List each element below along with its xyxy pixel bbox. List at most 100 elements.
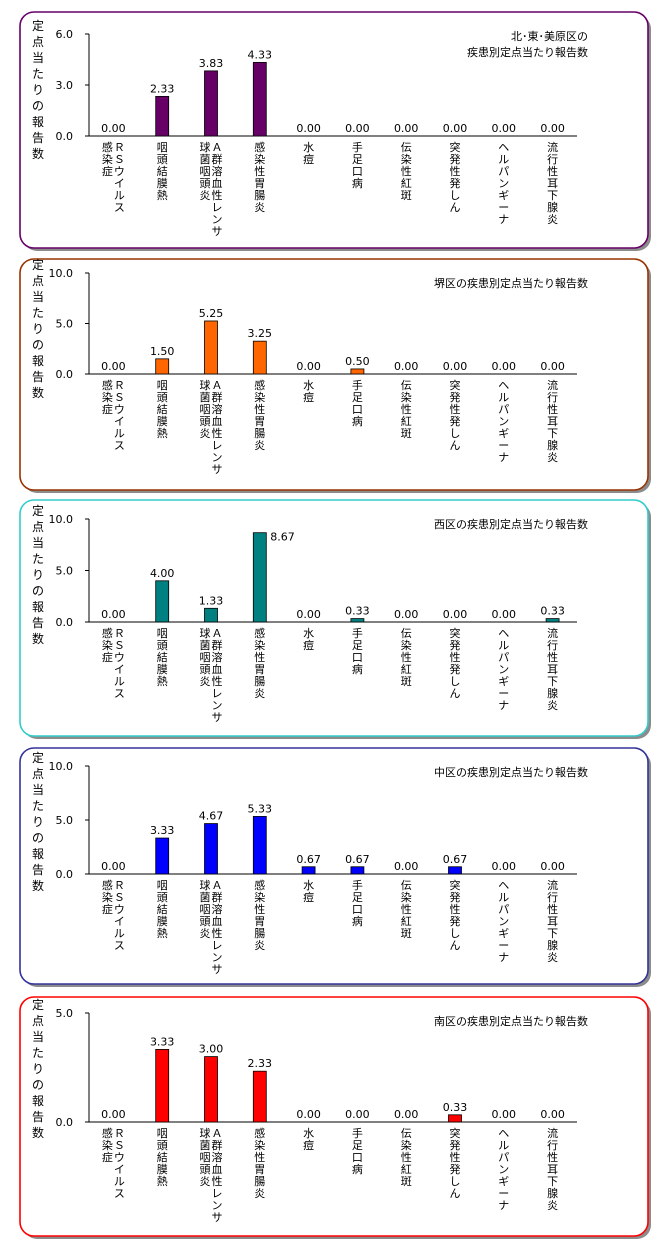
value-label: 0.00 bbox=[443, 360, 468, 373]
category-label: 咽頭結膜熱 bbox=[157, 879, 168, 940]
y-tick-label: 10.0 bbox=[49, 760, 74, 773]
value-label: 1.33 bbox=[199, 594, 224, 607]
category-label: 球菌咽頭炎 bbox=[200, 1126, 211, 1188]
category-label: Ａ群溶血性レンサ bbox=[212, 627, 223, 724]
y-tick-label: 0.0 bbox=[56, 1116, 74, 1129]
bar bbox=[204, 607, 218, 623]
bar bbox=[252, 1070, 267, 1123]
value-label: 0.00 bbox=[492, 1108, 517, 1121]
value-label: 0.00 bbox=[296, 360, 321, 373]
value-label: 4.33 bbox=[248, 48, 273, 61]
chart-title: 北･東･美原区の bbox=[511, 30, 588, 43]
value-label: 0.00 bbox=[492, 608, 517, 621]
bar bbox=[448, 1114, 462, 1123]
category-label: 突発性発しん bbox=[450, 626, 461, 700]
category-label: 感染性胃腸炎 bbox=[254, 141, 265, 214]
bar bbox=[350, 618, 365, 623]
bar bbox=[204, 70, 218, 137]
y-tick-label: 3.0 bbox=[56, 79, 74, 92]
value-label: 0.00 bbox=[394, 122, 419, 135]
bar bbox=[155, 95, 170, 137]
value-label: 0.50 bbox=[345, 355, 370, 368]
category-label: 伝染性紅斑 bbox=[401, 879, 412, 940]
bar bbox=[155, 358, 170, 375]
value-label: 0.33 bbox=[443, 1101, 468, 1114]
category-label: 感染性胃腸炎 bbox=[254, 1127, 265, 1200]
bar bbox=[155, 1049, 170, 1123]
panel-frame bbox=[19, 747, 649, 985]
category-label: 伝染性紅斑 bbox=[401, 141, 412, 202]
value-label: 0.00 bbox=[394, 1108, 419, 1121]
y-tick-label: 5.0 bbox=[56, 565, 74, 578]
category-label: 流行性耳下腺炎 bbox=[547, 1126, 558, 1212]
category-label: ヘルパンギーナ bbox=[498, 379, 509, 464]
category-label: 球菌咽頭炎 bbox=[200, 140, 211, 202]
panel-frame bbox=[19, 996, 649, 1237]
bar bbox=[204, 320, 218, 375]
bar bbox=[155, 837, 170, 875]
category-label: Ａ群溶血性レンサ bbox=[212, 1127, 223, 1224]
y-tick-label: 5.0 bbox=[56, 814, 74, 827]
y-tick-label: 0.0 bbox=[56, 368, 74, 381]
y-tick-label: 10.0 bbox=[49, 513, 74, 526]
category-label: 咽頭結膜熱 bbox=[157, 1127, 168, 1188]
bar bbox=[204, 823, 218, 875]
chart-panel-2: 定点当たりの報告数 0.0 5.0 10.0 堺区の疾患別定点当たり報告数 0.00 ＲＳウ… bbox=[19, 257, 651, 493]
bar bbox=[204, 1056, 218, 1123]
category-label: 流行性耳下腺炎 bbox=[547, 140, 558, 226]
bar bbox=[252, 61, 267, 137]
category-label: Ａ群溶血性レンサ bbox=[212, 141, 223, 238]
value-label: 0.00 bbox=[540, 360, 565, 373]
value-label: 0.00 bbox=[101, 860, 126, 873]
category-label: ＲＳウイルス bbox=[114, 1127, 125, 1200]
bar bbox=[448, 866, 462, 875]
category-label: 突発性発しん bbox=[450, 140, 461, 214]
category-label: 感染症 bbox=[102, 141, 113, 178]
chart-title: 西区の疾患別定点当たり報告数 bbox=[434, 517, 588, 531]
chart-title: 南区の疾患別定点当たり報告数 bbox=[434, 1014, 588, 1028]
chart-panel-4: 定点当たりの報告数 0.0 5.0 10.0 中区の疾患別定点当たり報告数 0.00 ＲＳウ… bbox=[19, 747, 651, 987]
category-label: 突発性発しん bbox=[450, 1126, 461, 1200]
y-tick-label: 6.0 bbox=[56, 28, 74, 41]
value-label: 5.25 bbox=[199, 307, 224, 320]
value-label: 3.33 bbox=[150, 1035, 175, 1048]
category-label: 感染症 bbox=[102, 879, 113, 916]
chart-title: 疾患別定点当たり報告数 bbox=[467, 45, 588, 59]
category-label: 球菌咽頭炎 bbox=[200, 626, 211, 688]
chart-title: 中区の疾患別定点当たり報告数 bbox=[434, 765, 588, 779]
category-label: ヘルパンギーナ bbox=[498, 1127, 509, 1212]
category-label: 手足口病 bbox=[352, 1126, 363, 1176]
category-label: Ａ群溶血性レンサ bbox=[212, 879, 223, 976]
value-label: 0.00 bbox=[101, 1108, 126, 1121]
value-label: 2.33 bbox=[150, 82, 175, 95]
value-label: 0.33 bbox=[540, 605, 565, 618]
category-label: 感染症 bbox=[102, 627, 113, 664]
value-label: 0.00 bbox=[443, 122, 468, 135]
value-label: 0.00 bbox=[492, 860, 517, 873]
category-label: 手足口病 bbox=[352, 378, 363, 428]
y-axis-label: 定点当たりの報告数 bbox=[32, 18, 44, 161]
category-label: 感染症 bbox=[102, 379, 113, 416]
category-label: 伝染性紅斑 bbox=[401, 379, 412, 440]
category-label: 突発性発しん bbox=[450, 878, 461, 952]
category-label: ＲＳウイルス bbox=[114, 379, 125, 452]
category-label: 伝染性紅斑 bbox=[401, 627, 412, 688]
value-label: 3.83 bbox=[199, 57, 224, 70]
value-label: 0.67 bbox=[345, 853, 370, 866]
category-label: 手足口病 bbox=[352, 626, 363, 676]
category-label: 球菌咽頭炎 bbox=[200, 378, 211, 440]
y-axis-label: 定点当たりの報告数 bbox=[32, 997, 44, 1140]
value-label: 3.33 bbox=[150, 824, 175, 837]
value-label: 5.33 bbox=[248, 802, 273, 815]
category-label: 流行性耳下腺炎 bbox=[547, 626, 558, 712]
category-label: 流行性耳下腺炎 bbox=[547, 378, 558, 464]
value-label: 0.00 bbox=[394, 608, 419, 621]
y-tick-label: 0.0 bbox=[56, 130, 74, 143]
category-label: 水痘 bbox=[303, 879, 314, 904]
value-label: 1.50 bbox=[150, 345, 175, 358]
category-label: 咽頭結膜熱 bbox=[157, 379, 168, 440]
category-label: 手足口病 bbox=[352, 878, 363, 928]
y-axis-label: 定点当たりの報告数 bbox=[32, 750, 44, 893]
bar bbox=[350, 866, 365, 875]
